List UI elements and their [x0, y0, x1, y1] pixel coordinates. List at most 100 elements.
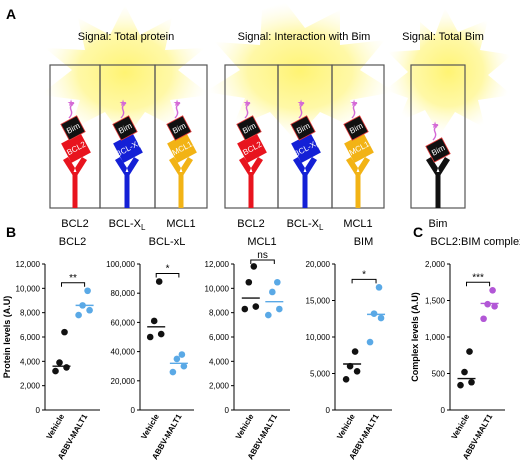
group2-complex-1-protein: BCL-XL — [291, 133, 322, 163]
data-point-1-1-0 — [169, 368, 177, 376]
group3-antibody — [426, 157, 450, 208]
data-point-1-0-1 — [157, 330, 165, 338]
y-tick-label-4-4: 2,000 — [425, 260, 446, 269]
significance-label-2: ns — [257, 250, 268, 261]
y-tick-label-0-6: 12,000 — [16, 260, 41, 269]
group2-complex-2-protein-body — [344, 133, 374, 163]
y-tick-label-1-3: 60,000 — [111, 318, 136, 327]
group2-complex-1-star-icon: ★ — [297, 99, 305, 109]
significance-label-3: * — [362, 269, 366, 280]
y-tick-label-2-6: 12,000 — [205, 260, 230, 269]
group2-complex-1-antibody-arm-left — [293, 157, 305, 175]
schematic-panel: Signal: Total protein Signal: Interactio… — [40, 2, 512, 232]
signal-title-interaction: Signal: Interaction with Bim — [238, 31, 371, 43]
y-tick-label-0-4: 8,000 — [20, 309, 41, 318]
data-point-3-1-2 — [370, 310, 378, 317]
group1-label-bclxl: BCL-XL — [109, 218, 146, 232]
group3-bim: Bim — [425, 137, 451, 163]
group3-star-icon: ★ — [431, 121, 439, 131]
group1-complex-0-protein: BCL2 — [61, 133, 91, 163]
x-tick-label-1-0: Vehicle — [139, 412, 161, 441]
y-tick-label-3-0: 0 — [326, 406, 331, 415]
data-point-1-1-2 — [173, 355, 181, 363]
data-point-3-0-1 — [353, 368, 361, 375]
group2-complex-2-bim-body — [343, 115, 369, 141]
data-point-2-0-0 — [241, 305, 249, 313]
data-point-0-0-1 — [63, 364, 70, 371]
y-tick-label-1-2: 40,000 — [111, 348, 136, 357]
group2-complex-2-antibody-arm-left — [346, 157, 358, 175]
panel-label-c: C — [413, 224, 423, 240]
group2-label-bclxl: BCL-XL — [287, 218, 324, 232]
data-point-1-1-1 — [180, 362, 188, 370]
significance-bracket-4 — [466, 281, 491, 287]
data-point-2-0-2 — [245, 278, 253, 286]
signal-glow-3 — [385, 8, 512, 135]
dot-plot-1: BCL-xL 0 20,000 40,000 60,000 80,000 100,000 Ve… — [106, 236, 194, 461]
y-tick-label-3-2: 10,000 — [306, 333, 331, 342]
x-tick-label-3-0: Vehicle — [335, 412, 357, 441]
group3-linker — [432, 124, 439, 141]
signal-title-total-protein: Signal: Total protein — [78, 31, 174, 43]
group2-complex-0-linker — [244, 102, 251, 119]
y-tick-label-4-0: 0 — [441, 406, 446, 415]
y-tick-label-2-3: 6,000 — [209, 333, 230, 342]
y-tick-label-2-0: 0 — [225, 406, 230, 415]
y-tick-label-2-1: 2,000 — [209, 382, 230, 391]
data-point-4-0-1 — [468, 378, 475, 386]
group1-complex-1-antibody-stem — [124, 172, 130, 208]
group2-complex-2-bim: Bim — [343, 115, 369, 141]
data-point-0-0-0 — [52, 367, 59, 375]
group2-complex-2-linker — [351, 102, 358, 119]
group2-complex-1-linker — [298, 102, 305, 119]
group3-bim-body — [425, 137, 451, 163]
data-point-1-0-0 — [146, 333, 154, 341]
group3-antibody-arm-right — [438, 157, 450, 175]
dot-plot-4: BCL2:BIM complex 0 500 1,000 1,500 2,000 Compl… — [410, 236, 520, 461]
significance-bracket-1 — [155, 273, 180, 278]
group1-complex-1-antibody — [115, 157, 139, 208]
group1-complex-2-antibody-arm-right — [181, 157, 193, 175]
significance-label-4: *** — [472, 272, 484, 283]
group1-complex-2-antibody-arm-left — [169, 157, 181, 175]
group2-complex-0-protein-body — [237, 133, 267, 163]
y-tick-label-0-3: 6,000 — [20, 333, 41, 342]
group1-complex-1-antibody-arm-right — [127, 157, 139, 175]
group2-complex-1-protein-body — [291, 133, 321, 163]
group1-complex-2-protein: MCL1 — [167, 133, 197, 163]
data-point-4-0-0 — [457, 381, 464, 389]
y-tick-label-1-4: 80,000 — [111, 289, 136, 298]
group2-label-bcl2: BCL2 — [237, 218, 265, 230]
group2-complex-0-antibody-arm-right — [251, 157, 263, 175]
data-point-1-1-3 — [178, 351, 186, 358]
data-point-1-0-2 — [150, 317, 158, 325]
data-point-2-0-3 — [250, 263, 258, 270]
x-tick-label-0-0: Vehicle — [45, 412, 67, 441]
group2-complex-0-bim: Bim — [236, 115, 262, 141]
y-tick-label-3-4: 20,000 — [306, 260, 331, 269]
data-point-2-1-3 — [274, 278, 281, 286]
group2-complex-2-star-icon: ★ — [350, 99, 358, 109]
y-tick-label-2-2: 4,000 — [209, 357, 230, 366]
y-tick-label-1-5: 100,000 — [106, 260, 135, 269]
group1-complex-0-bim: Bim — [60, 115, 86, 141]
chart-title-2: MCL1 — [247, 236, 276, 248]
group1-label-mcl1: MCL1 — [166, 218, 195, 230]
group1-complex-2-linker — [174, 102, 181, 119]
y-tick-label-3-1: 5,000 — [310, 370, 331, 379]
data-point-0-1-0 — [75, 311, 82, 319]
panel-label-b: B — [6, 224, 16, 240]
group3-label-bim: Bim — [429, 218, 448, 230]
chart-title-3: BIM — [354, 236, 374, 248]
group1-complex-2-protein-body — [167, 133, 197, 163]
group1-complex-1-antibody-arm-left — [115, 157, 127, 175]
data-point-4-0-2 — [461, 368, 468, 376]
dot-plot-3: BIM05,00010,00015,00020,000VehicleABBV-M… — [306, 236, 392, 461]
group2-complex-0-antibody-arm-left — [239, 157, 251, 175]
group1-complex-0-antibody — [63, 157, 87, 208]
y-tick-label-4-3: 1,500 — [425, 297, 446, 306]
data-point-4-0-3 — [466, 348, 473, 355]
data-point-2-1-2 — [269, 288, 276, 296]
group2-label-mcl1: MCL1 — [343, 218, 372, 230]
group2-complex-0-star-icon: ★ — [243, 99, 251, 109]
